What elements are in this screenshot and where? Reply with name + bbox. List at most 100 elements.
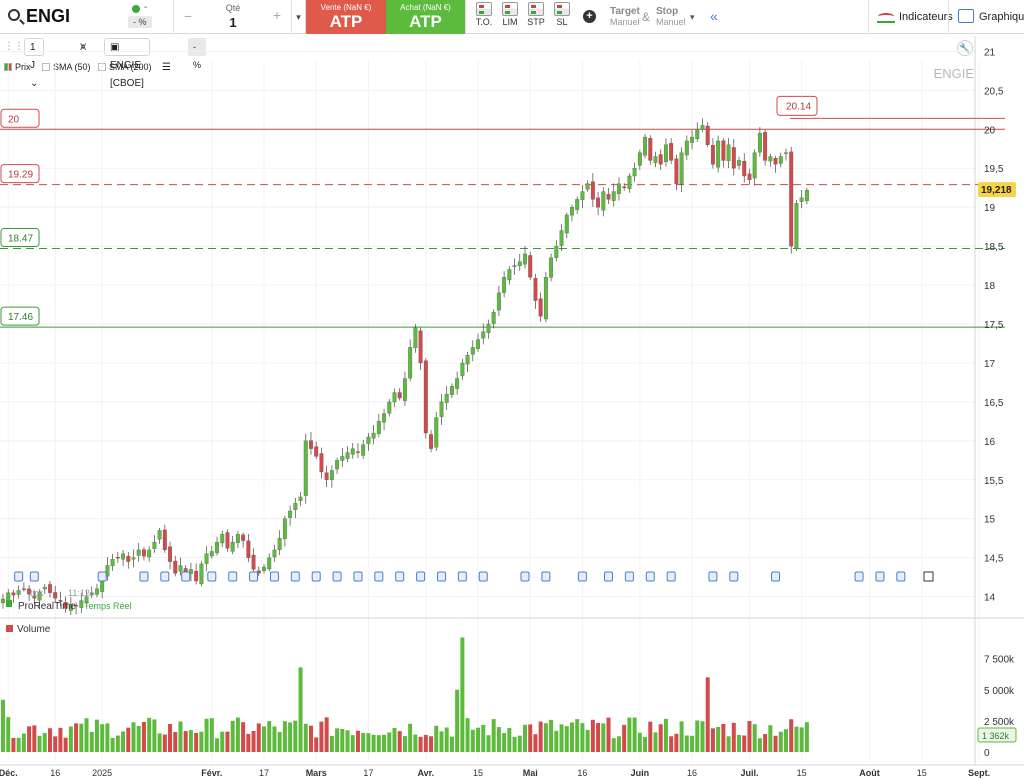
- volume-axis: 0 2 500k 5 000k 7 500k 1 362k: [977, 655, 1017, 759]
- chart-style-icon[interactable]: ⩙: [80, 41, 87, 53]
- event-icon: [541, 571, 551, 582]
- order-type-lim-button[interactable]: LIM: [497, 2, 523, 27]
- timeframe-value: 1 J: [30, 42, 36, 71]
- price-tick-label: 20,5: [984, 86, 1004, 97]
- candle-body: [512, 265, 517, 267]
- candle-body: [74, 605, 79, 607]
- volume-bar: [747, 721, 752, 752]
- volume-bar: [789, 719, 794, 752]
- legend-price[interactable]: Prix: [4, 62, 31, 72]
- order-type-to-button[interactable]: T.O.: [471, 2, 497, 27]
- instrument-select[interactable]: ▣ ENGIE [CBOE]: [104, 38, 150, 89]
- volume-bar: [11, 738, 16, 752]
- qty-dropdown-button[interactable]: ▾: [292, 0, 306, 34]
- level-badge: [0, 108, 40, 128]
- buy-label: Achat (NaN €): [400, 3, 451, 12]
- volume-bar: [152, 719, 157, 752]
- chart-button[interactable]: Graphique: [948, 0, 1024, 34]
- order-stp-icon: [528, 2, 544, 16]
- chevron-down-icon[interactable]: ▾: [690, 12, 695, 22]
- volume-bar: [215, 738, 220, 752]
- volume-bar: [486, 735, 491, 752]
- volume-bar: [68, 726, 73, 752]
- candle-body: [538, 298, 543, 317]
- qty-value[interactable]: 1: [229, 15, 237, 30]
- drag-handle-icon[interactable]: ⋮⋮: [4, 41, 24, 52]
- stop-button[interactable]: Stop Manuel: [656, 6, 686, 28]
- candle-body: [204, 553, 209, 564]
- volume-bar: [533, 734, 538, 752]
- candle-body: [329, 470, 334, 480]
- price-checkbox[interactable]: [4, 63, 12, 71]
- price-tick-label: 15: [984, 515, 996, 526]
- candle-body: [387, 401, 392, 414]
- volume-bar: [199, 731, 204, 752]
- legend-sma50[interactable]: SMA (50): [42, 62, 91, 72]
- volume-bar: [157, 733, 162, 752]
- collapse-panel-icon[interactable]: «: [710, 8, 718, 24]
- volume-bar: [251, 731, 256, 752]
- candle-body: [606, 194, 611, 200]
- candle-body: [141, 549, 146, 557]
- timeframe-select[interactable]: 1 J ⌄: [24, 38, 45, 89]
- sell-label: Vente (NaN €): [320, 3, 372, 12]
- volume-bar: [168, 724, 173, 752]
- volume-bar: [32, 725, 37, 752]
- volume-bar: [6, 717, 11, 752]
- buy-button[interactable]: Achat (NaN €) ATP: [386, 0, 466, 34]
- order-type-sl-button[interactable]: SL: [549, 2, 575, 27]
- sell-button[interactable]: Vente (NaN €) ATP: [306, 0, 386, 34]
- candle-body: [784, 152, 788, 154]
- wrench-icon[interactable]: 🔧: [957, 40, 973, 56]
- candle-body: [267, 557, 272, 570]
- candle-body: [356, 451, 360, 453]
- order-type-stp-button[interactable]: STP: [523, 2, 549, 27]
- volume-bar: [230, 720, 235, 752]
- candle-body: [580, 191, 585, 200]
- candle-body: [596, 197, 601, 208]
- time-tick-label: 17: [259, 768, 269, 778]
- candle-body: [84, 596, 89, 603]
- target-button[interactable]: Target Manuel: [610, 6, 640, 28]
- change-value: -: [144, 2, 148, 13]
- volume-bar: [141, 722, 146, 752]
- volume-bar: [742, 735, 747, 752]
- candle-body: [674, 158, 679, 184]
- volume-bar: [256, 723, 261, 752]
- list-icon[interactable]: ☰: [162, 62, 171, 73]
- last-volume-tag: [977, 727, 1017, 743]
- qty-minus-button[interactable]: −: [184, 8, 193, 24]
- indicators-button[interactable]: Indicateurs: [868, 0, 953, 34]
- candle-body: [721, 140, 726, 161]
- candle-body: [288, 510, 293, 518]
- candle-body: [376, 421, 381, 434]
- candle-body: [168, 546, 172, 562]
- quantity-stepper[interactable]: − Qté 1 +: [174, 0, 292, 34]
- sma200-checkbox[interactable]: [98, 63, 106, 71]
- instrument-search[interactable]: ENGI - - %: [0, 0, 174, 34]
- sma50-checkbox[interactable]: [42, 63, 50, 71]
- volume-bar: [663, 718, 668, 752]
- candle-body: [1, 598, 5, 604]
- level-label: 20: [8, 114, 20, 125]
- candle-body: [491, 312, 496, 324]
- volume-bar: [679, 721, 684, 752]
- price-tick-label: 14,5: [984, 554, 1004, 565]
- qty-plus-button[interactable]: +: [272, 7, 281, 23]
- last-volume-label: 1 362k: [982, 731, 1010, 741]
- volume-bar: [272, 726, 277, 752]
- add-target-icon[interactable]: +: [583, 10, 596, 23]
- candle-body: [617, 183, 621, 194]
- price-axis: 14 14,5 15 15,5 16 16,5 17 17,5 18 18,5 19 19,5 20 20…: [978, 47, 1016, 604]
- candle-body: [799, 197, 804, 202]
- candle-body: [429, 434, 433, 449]
- event-icon: [520, 571, 530, 582]
- qty-label: Qté: [225, 3, 241, 13]
- volume-bar: [329, 735, 334, 752]
- candle-body: [251, 554, 256, 570]
- candle-body: [413, 327, 418, 349]
- legend-sma200[interactable]: SMA (200): [98, 62, 152, 72]
- volume-bar: [303, 723, 308, 752]
- time-tick-label: Mai: [523, 768, 538, 778]
